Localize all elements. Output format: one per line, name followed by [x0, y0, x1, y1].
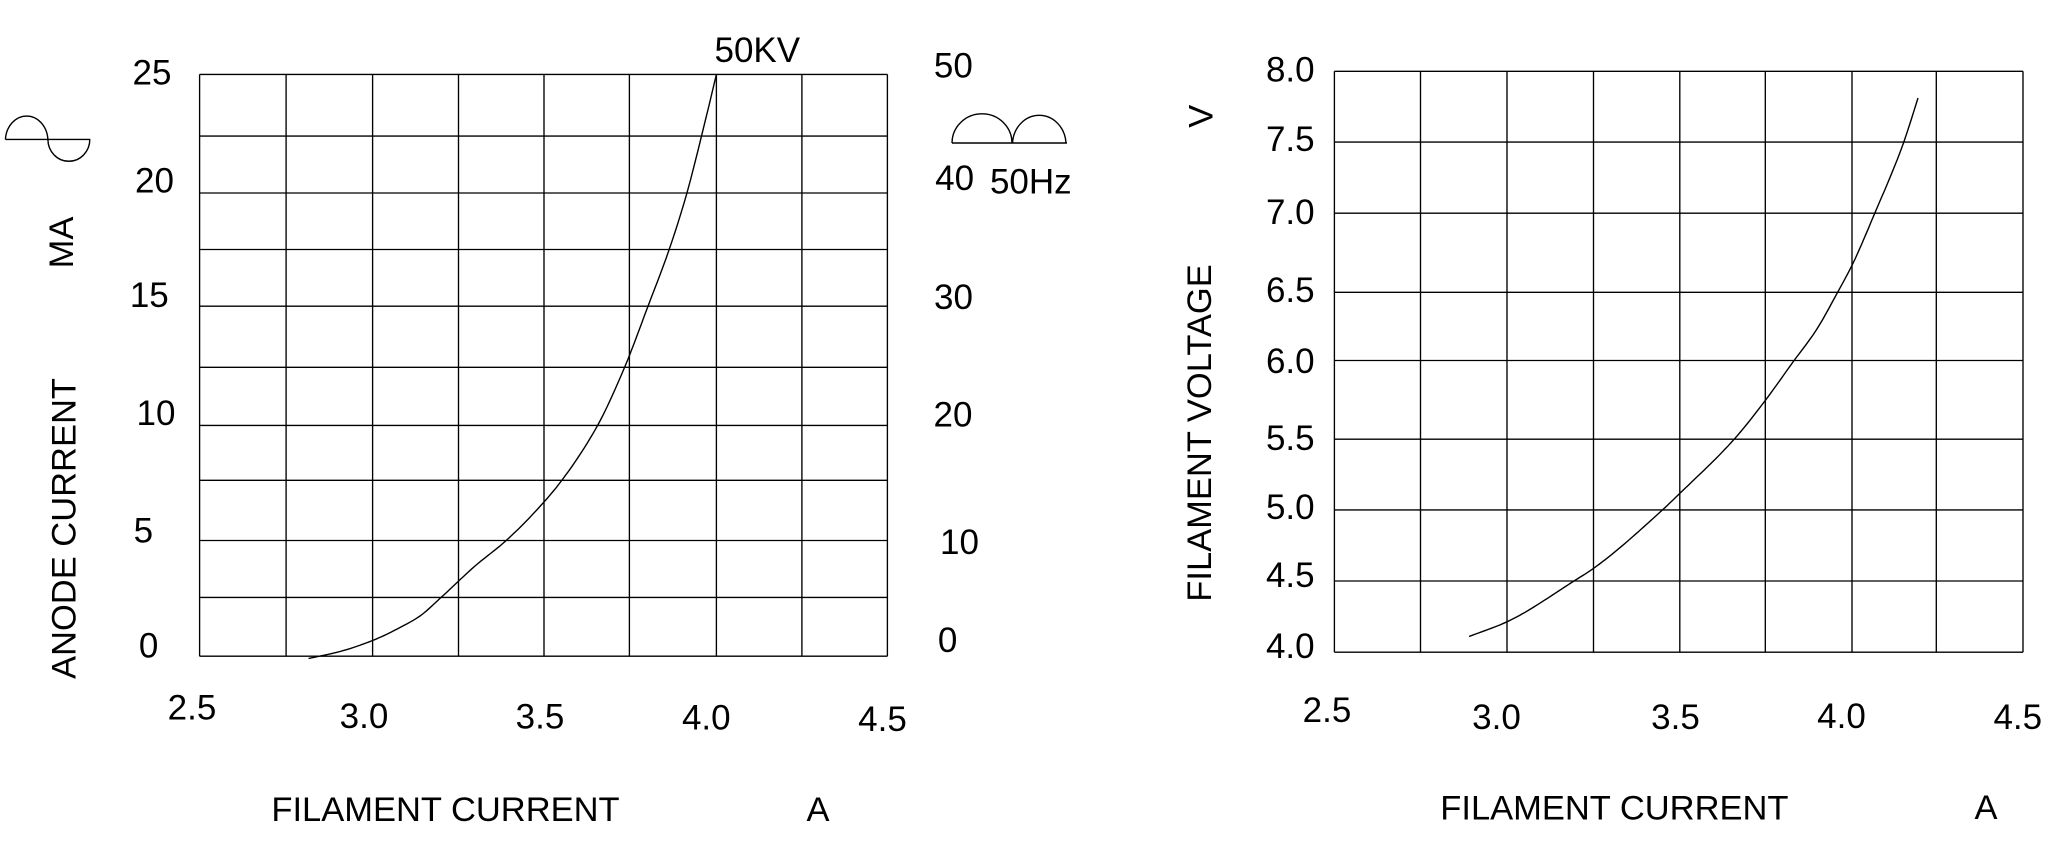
svg-text:0: 0: [938, 621, 957, 660]
svg-text:50Hz: 50Hz: [990, 163, 1072, 202]
svg-text:20: 20: [934, 396, 973, 435]
svg-text:MA: MA: [43, 217, 81, 269]
svg-text:8.0: 8.0: [1266, 51, 1315, 90]
svg-text:5.5: 5.5: [1266, 419, 1315, 458]
svg-text:FILAMENT VOLTAGE: FILAMENT VOLTAGE: [1181, 264, 1219, 601]
svg-text:A: A: [806, 791, 829, 829]
svg-text:7.0: 7.0: [1266, 193, 1315, 232]
svg-text:3.0: 3.0: [340, 697, 389, 736]
svg-text:5.0: 5.0: [1266, 488, 1315, 527]
svg-text:4.0: 4.0: [1817, 697, 1866, 736]
svg-text:5: 5: [134, 511, 153, 550]
svg-text:4.0: 4.0: [1266, 627, 1315, 666]
svg-text:50: 50: [934, 47, 973, 86]
svg-text:4.5: 4.5: [1993, 698, 2042, 737]
svg-text:6.0: 6.0: [1266, 342, 1315, 381]
svg-text:50KV: 50KV: [714, 31, 800, 70]
svg-text:3.5: 3.5: [1651, 698, 1700, 737]
svg-text:20: 20: [135, 162, 174, 201]
svg-text:2.5: 2.5: [1303, 691, 1352, 730]
svg-text:10: 10: [137, 394, 176, 433]
svg-text:2.5: 2.5: [168, 689, 217, 728]
svg-text:3.0: 3.0: [1472, 698, 1521, 737]
svg-text:0: 0: [139, 626, 158, 665]
svg-text:15: 15: [130, 276, 169, 315]
svg-text:FILAMENT CURRENT: FILAMENT CURRENT: [271, 791, 619, 829]
svg-text:4.5: 4.5: [1266, 556, 1315, 595]
svg-text:10: 10: [940, 523, 979, 562]
svg-text:4.5: 4.5: [858, 700, 907, 739]
svg-text:7.5: 7.5: [1266, 120, 1315, 159]
svg-text:ANODE CURRENT: ANODE CURRENT: [45, 378, 83, 679]
svg-text:V: V: [1183, 105, 1221, 128]
svg-text:40: 40: [935, 159, 974, 198]
svg-text:A: A: [1974, 789, 1997, 827]
svg-text:6.5: 6.5: [1266, 271, 1315, 310]
svg-text:25: 25: [133, 54, 172, 93]
svg-text:FILAMENT CURRENT: FILAMENT CURRENT: [1440, 790, 1788, 828]
svg-text:4.0: 4.0: [682, 698, 731, 737]
svg-text:30: 30: [934, 278, 973, 317]
svg-text:3.5: 3.5: [516, 698, 565, 737]
